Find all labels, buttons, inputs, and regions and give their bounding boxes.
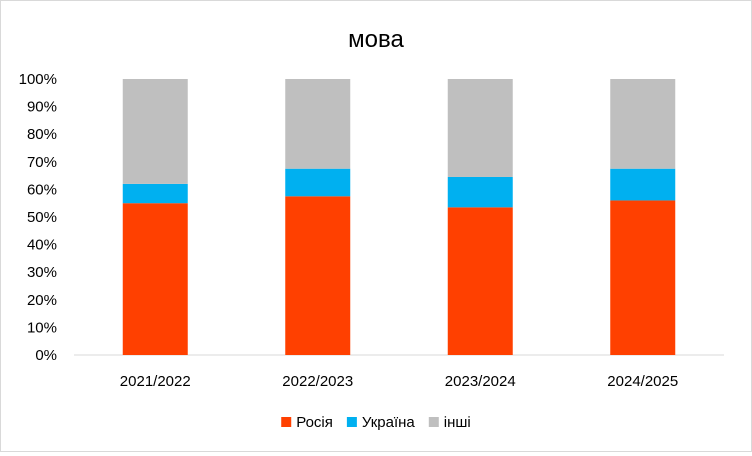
bar-segment-3 [447,79,513,177]
chart-title: мова [348,26,404,53]
y-tick-label: 10% [27,319,57,336]
y-axis: 0% 10% 20% 30% 40% 50% 60% 70% 80% 90% 100% [19,71,57,364]
x-tick-label: 2022/2023 [282,373,353,390]
bar-segment-2 [122,183,188,204]
bar-segment-1 [610,200,676,355]
y-tick-label: 0% [35,347,57,364]
y-tick-label: 30% [27,264,57,281]
legend-swatch-3 [428,417,439,427]
bar-segment-3 [610,79,676,169]
legend: Росія Україна інші [281,414,471,431]
y-tick-label: 100% [19,71,57,88]
bar-segment-1 [285,196,351,355]
y-tick-label: 60% [27,181,57,198]
legend-swatch-1 [281,417,292,427]
x-axis: 2021/2022 2022/2023 2023/2024 2024/2025 [120,373,678,390]
y-tick-label: 50% [27,209,57,226]
bar-segment-2 [610,168,676,201]
y-tick-label: 70% [27,154,57,171]
legend-label-3: інші [444,414,471,431]
bar-segment-2 [285,168,351,197]
x-tick-label: 2021/2022 [120,373,191,390]
bar-segment-1 [122,203,188,355]
legend-swatch-2 [346,417,357,427]
y-tick-label: 90% [27,99,57,116]
bar-segment-3 [285,79,351,169]
x-tick-label: 2024/2025 [607,373,678,390]
bar-segment-1 [447,207,513,355]
y-tick-label: 20% [27,292,57,309]
y-tick-label: 80% [27,126,57,143]
bar-segment-2 [447,176,513,208]
legend-label-2: Україна [362,414,416,431]
x-tick-label: 2023/2024 [445,373,516,390]
y-tick-label: 40% [27,237,57,254]
legend-label-1: Росія [296,414,333,431]
bars [122,79,676,355]
bar-segment-3 [122,79,188,184]
